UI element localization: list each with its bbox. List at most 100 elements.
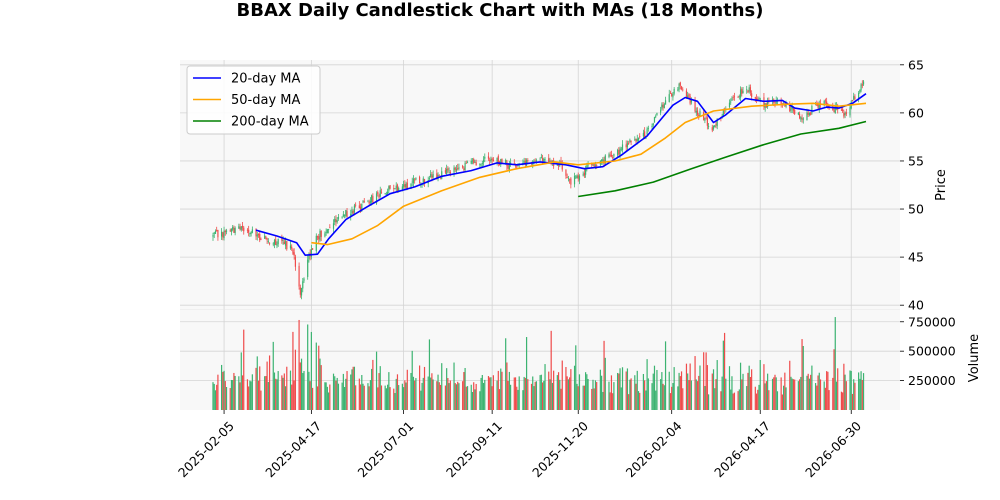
volume-bar — [591, 388, 593, 410]
volume-bar — [628, 394, 630, 410]
candle-body — [711, 127, 713, 131]
candle-body — [259, 233, 261, 241]
volume-bar — [212, 382, 214, 410]
volume-bar — [860, 371, 862, 410]
volume-bar — [346, 371, 348, 410]
volume-bar — [527, 379, 529, 410]
candle-body — [266, 238, 268, 241]
volume-bar — [412, 376, 415, 410]
candle-body — [508, 163, 510, 171]
volume-bar — [677, 386, 679, 410]
volume-tick-label: 250000 — [908, 373, 956, 388]
candle-body — [732, 97, 734, 98]
candle-body — [577, 175, 579, 179]
candle-body — [642, 132, 645, 137]
volume-bar — [656, 369, 658, 410]
volume-bar — [569, 377, 571, 410]
volume-bar — [703, 352, 705, 410]
candle-body — [540, 157, 542, 158]
volume-bar — [489, 377, 491, 410]
volume-bar — [746, 386, 748, 410]
candle-body — [824, 100, 827, 102]
candle-body — [612, 157, 614, 158]
volume-bar — [565, 367, 567, 410]
volume-bar — [669, 393, 672, 410]
volume-bar — [780, 377, 782, 410]
candle-body — [310, 249, 312, 257]
candle-body — [535, 160, 538, 162]
candle-body — [609, 154, 611, 156]
candle-body — [811, 105, 813, 114]
candle-body — [464, 162, 466, 171]
volume-bar — [645, 390, 647, 410]
candle-body — [561, 161, 563, 170]
volume-bar — [775, 377, 777, 410]
candle-body — [851, 100, 854, 101]
volume-bar — [800, 376, 802, 410]
volume-bar — [612, 393, 614, 410]
volume-bar — [498, 389, 501, 410]
legend-label: 20-day MA — [231, 72, 300, 87]
ma50-line — [311, 102, 867, 246]
volume-bar — [217, 374, 219, 410]
candle-body — [214, 231, 217, 234]
candle-body — [715, 124, 717, 125]
volume-bar — [395, 378, 397, 410]
candle-body — [739, 89, 742, 98]
volume-bar — [350, 374, 352, 410]
candle-body — [406, 182, 408, 189]
candle-body — [541, 158, 544, 161]
volume-bar — [533, 386, 535, 410]
candle-body — [345, 209, 347, 216]
volume-bar — [582, 385, 584, 410]
candle-body — [790, 109, 792, 111]
volume-bar — [276, 379, 278, 410]
candle-body — [509, 162, 512, 164]
volume-bar — [613, 382, 615, 410]
volume-bar — [372, 359, 374, 410]
candle-body — [862, 81, 865, 85]
candle-body — [682, 89, 684, 91]
volume-bar — [482, 382, 485, 410]
candle-body — [742, 90, 744, 94]
volume-tick-label: 500000 — [908, 344, 956, 359]
candle-body — [748, 87, 750, 92]
candle-body — [517, 165, 519, 166]
candle-body — [527, 160, 529, 161]
volume-bar — [798, 379, 801, 410]
volume-bar — [784, 372, 786, 410]
volume-bar — [423, 366, 426, 410]
volume-bar — [748, 365, 750, 410]
volume-bar — [553, 370, 555, 410]
volume-bar — [861, 379, 863, 410]
candle-body — [575, 176, 577, 178]
volume-bar — [705, 352, 707, 410]
candle-body — [497, 156, 499, 163]
volume-bar — [668, 371, 670, 410]
candle-body — [853, 96, 855, 100]
volume-bar — [509, 384, 512, 410]
candle-body — [861, 84, 863, 86]
volume-bar — [517, 389, 519, 410]
volume-bar — [393, 388, 395, 410]
candle-body — [548, 158, 550, 163]
x-tick-label: 2026-04-17 — [711, 418, 773, 480]
volume-bar — [326, 386, 328, 410]
candle-body — [671, 93, 673, 97]
candle-body — [539, 158, 541, 160]
candle-body — [362, 201, 364, 203]
volume-bar — [436, 381, 438, 410]
volume-bar — [454, 383, 456, 410]
volume-bar — [577, 386, 579, 410]
volume-bar — [362, 383, 364, 410]
candle-body — [706, 117, 708, 126]
price-tick-label: 60 — [908, 105, 924, 120]
candle-body — [789, 103, 791, 112]
volume-bar — [501, 371, 503, 410]
candle-body — [842, 108, 844, 112]
volume-bar — [599, 369, 601, 410]
candle-body — [668, 94, 670, 102]
candle-body — [233, 228, 235, 233]
volume-bar — [759, 360, 761, 410]
